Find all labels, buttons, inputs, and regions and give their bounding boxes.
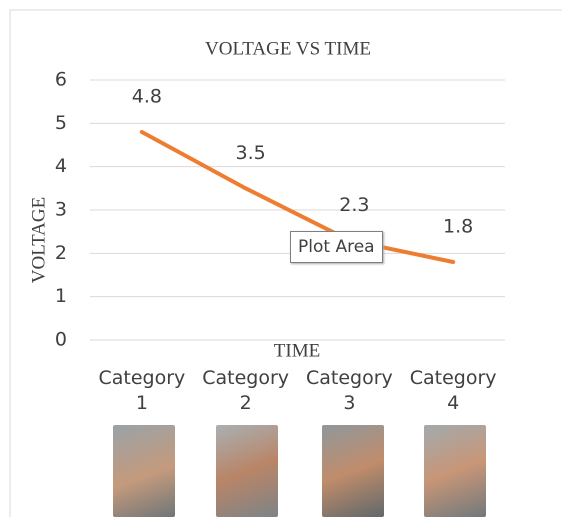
- x-tick-label: Category 3: [299, 366, 399, 416]
- hand-photo: [322, 425, 384, 517]
- y-tick-label: 6: [55, 69, 67, 91]
- hand-photo: [216, 425, 278, 517]
- y-axis-title: VOLTAGE: [28, 197, 49, 283]
- y-tick-label: 4: [55, 155, 67, 177]
- data-label: 3.5: [236, 142, 266, 164]
- x-axis-title: TIME: [274, 340, 320, 361]
- tooltip: Plot Area: [290, 231, 383, 263]
- hand-photo: [113, 425, 175, 517]
- y-tick-label: 2: [55, 242, 67, 264]
- data-label: 1.8: [443, 216, 473, 238]
- x-tick-label: Category 2: [196, 366, 296, 416]
- y-tick-label: 0: [55, 329, 67, 351]
- chart-page: VOLTAGE VS TIME VOLTAGE TIME 0 1 2 3 4 5 6 4.8 3…: [0, 0, 562, 517]
- hand-photo: [424, 425, 486, 517]
- x-tick-label: Category 4: [403, 366, 503, 416]
- x-tick-label: Category 1: [92, 366, 192, 416]
- y-tick-label: 3: [55, 199, 67, 221]
- data-label: 4.8: [132, 86, 162, 108]
- data-label: 2.3: [339, 194, 369, 216]
- y-tick-label: 1: [55, 285, 67, 307]
- chart-title: VOLTAGE VS TIME: [205, 38, 371, 59]
- y-tick-label: 5: [55, 112, 67, 134]
